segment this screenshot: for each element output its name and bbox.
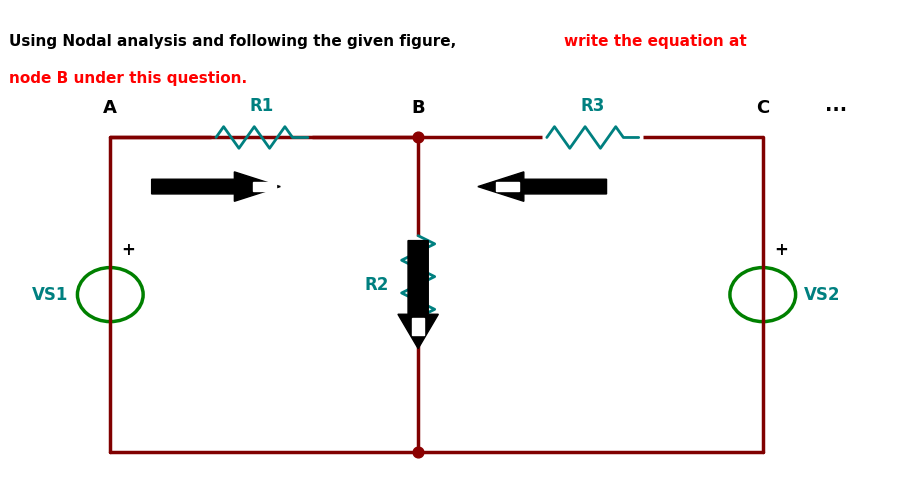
Text: C: C: [756, 99, 769, 117]
Text: A: A: [103, 99, 118, 117]
Polygon shape: [496, 182, 519, 191]
Text: R1: R1: [250, 97, 274, 114]
Text: R3: R3: [581, 97, 605, 114]
Text: R2: R2: [365, 276, 389, 294]
Polygon shape: [152, 172, 280, 201]
Text: +: +: [774, 242, 789, 259]
Polygon shape: [478, 172, 607, 201]
Text: node B under this question.: node B under this question.: [9, 71, 247, 86]
Polygon shape: [398, 241, 438, 349]
Text: VS2: VS2: [804, 286, 841, 303]
Text: VS1: VS1: [32, 286, 69, 303]
Text: +: +: [121, 242, 136, 259]
Polygon shape: [253, 182, 276, 191]
Point: [411, 134, 425, 141]
Text: ...: ...: [825, 96, 847, 115]
Point: [411, 448, 425, 456]
Text: Using Nodal analysis and following the given figure,: Using Nodal analysis and following the g…: [9, 34, 461, 50]
Text: write the equation at: write the equation at: [564, 34, 747, 50]
Text: B: B: [412, 99, 425, 117]
Polygon shape: [412, 318, 425, 335]
